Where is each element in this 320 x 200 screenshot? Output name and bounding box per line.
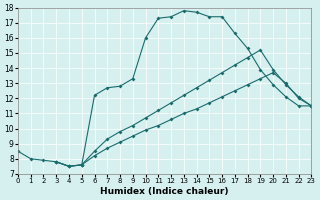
X-axis label: Humidex (Indice chaleur): Humidex (Indice chaleur) bbox=[100, 187, 229, 196]
